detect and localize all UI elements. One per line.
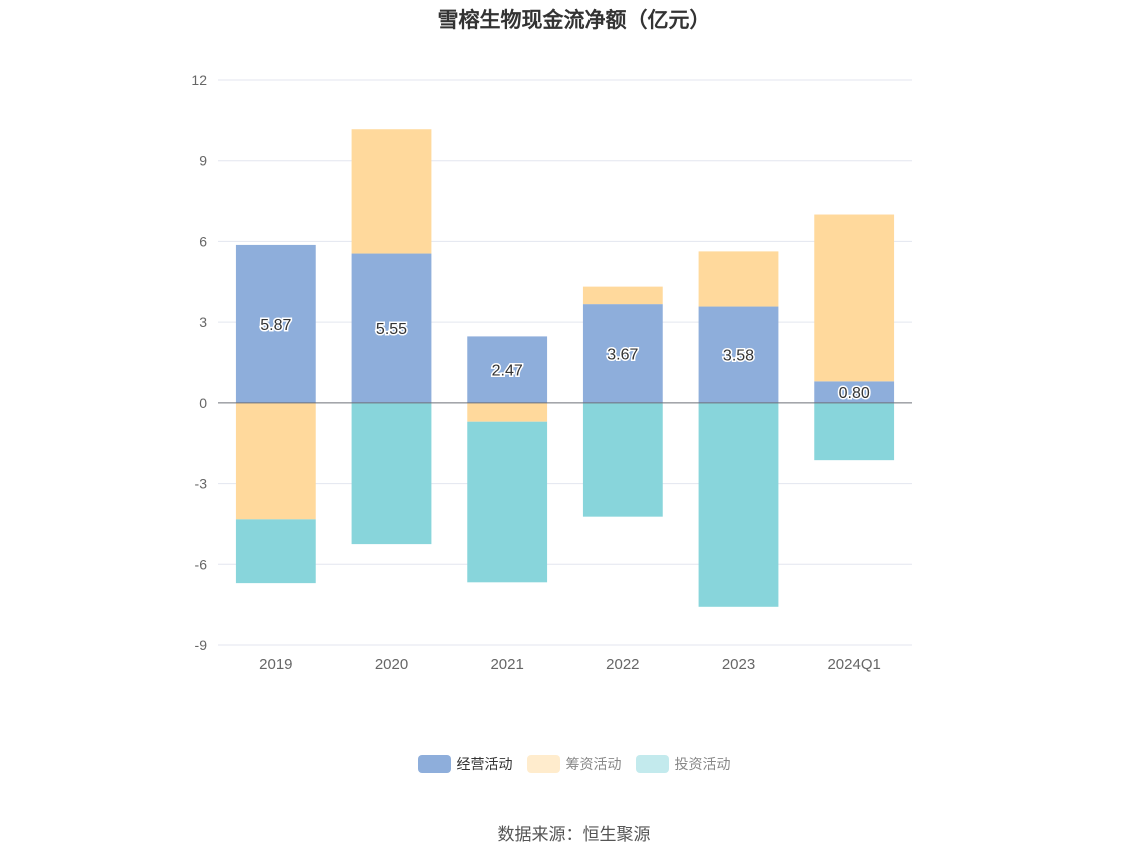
x-tick-label: 2021: [490, 656, 523, 673]
legend-item-operating[interactable]: 经营活动: [417, 754, 513, 774]
legend-item-financing[interactable]: 筹资活动: [526, 754, 622, 774]
bar-2020-series-0: [351, 253, 432, 403]
x-tick-label: 2019: [259, 656, 292, 673]
y-tick-label: -9: [195, 637, 208, 653]
bar-2019-series-0: [235, 244, 316, 403]
grid-lines: [218, 79, 912, 646]
legend-swatch-operating: [417, 755, 451, 773]
bar-2022-series-2: [582, 402, 663, 517]
y-tick-label: 6: [199, 233, 207, 249]
x-tick-label: 2023: [722, 656, 755, 673]
chart-title: 雪榕生物现金流净额（亿元）: [437, 8, 711, 32]
bar-2024Q1-series-1: [814, 214, 895, 382]
bar-2019-series-1: [235, 402, 316, 520]
bar-2023-series-1: [698, 251, 779, 307]
bar-2023-series-0: [698, 306, 779, 403]
y-axis-ticks: 12 9 6 3 0 -3 -6 -9: [191, 72, 207, 653]
bar-2020-series-2: [351, 402, 432, 545]
data-label: 5.55: [376, 321, 407, 338]
legend: 经营活动 筹资活动 投资活动: [0, 754, 1148, 774]
y-tick-label: 12: [191, 72, 207, 88]
data-label: 0.80: [839, 385, 870, 402]
bar-2024Q1-series-0: [814, 381, 895, 403]
bar-2024Q1-series-2: [814, 402, 895, 461]
x-tick-label: 2020: [375, 656, 408, 673]
bar-2021-series-1: [467, 402, 548, 422]
legend-label-investing: 投资活动: [674, 757, 731, 773]
y-tick-label: 9: [199, 153, 207, 169]
y-tick-label: -3: [195, 476, 208, 492]
bar-2022-series-0: [582, 304, 663, 403]
bars: [235, 129, 895, 607]
bar-2023-series-2: [698, 402, 779, 607]
bar-2022-series-1: [582, 286, 663, 305]
x-tick-label: 2022: [606, 656, 639, 673]
bar-2020-series-1: [351, 129, 432, 254]
data-labels: 5.87 5.55 2.47 3.67 3.58 0.80: [259, 315, 872, 403]
data-source-note: 数据来源：恒生聚源: [497, 825, 651, 845]
data-label: 5.87: [260, 317, 291, 334]
legend-swatch-investing: [635, 755, 669, 773]
y-tick-label: 3: [199, 314, 207, 330]
y-tick-label: 0: [199, 395, 207, 411]
bar-2021-series-2: [467, 421, 548, 583]
y-tick-label: -6: [195, 556, 208, 572]
x-axis-ticks: 2019 2020 2021 2022 2023 2024Q1: [259, 656, 881, 673]
legend-label-operating: 经营活动: [456, 757, 513, 773]
x-tick-label: 2024Q1: [827, 656, 880, 673]
legend-swatch-financing: [526, 755, 560, 773]
bar-2021-series-0: [467, 336, 548, 403]
legend-label-financing: 筹资活动: [565, 757, 622, 773]
legend-item-investing[interactable]: 投资活动: [635, 754, 731, 774]
data-label: 3.58: [723, 348, 754, 365]
bar-2019-series-2: [235, 519, 316, 584]
data-label: 3.67: [607, 346, 638, 363]
data-label: 2.47: [492, 363, 523, 380]
